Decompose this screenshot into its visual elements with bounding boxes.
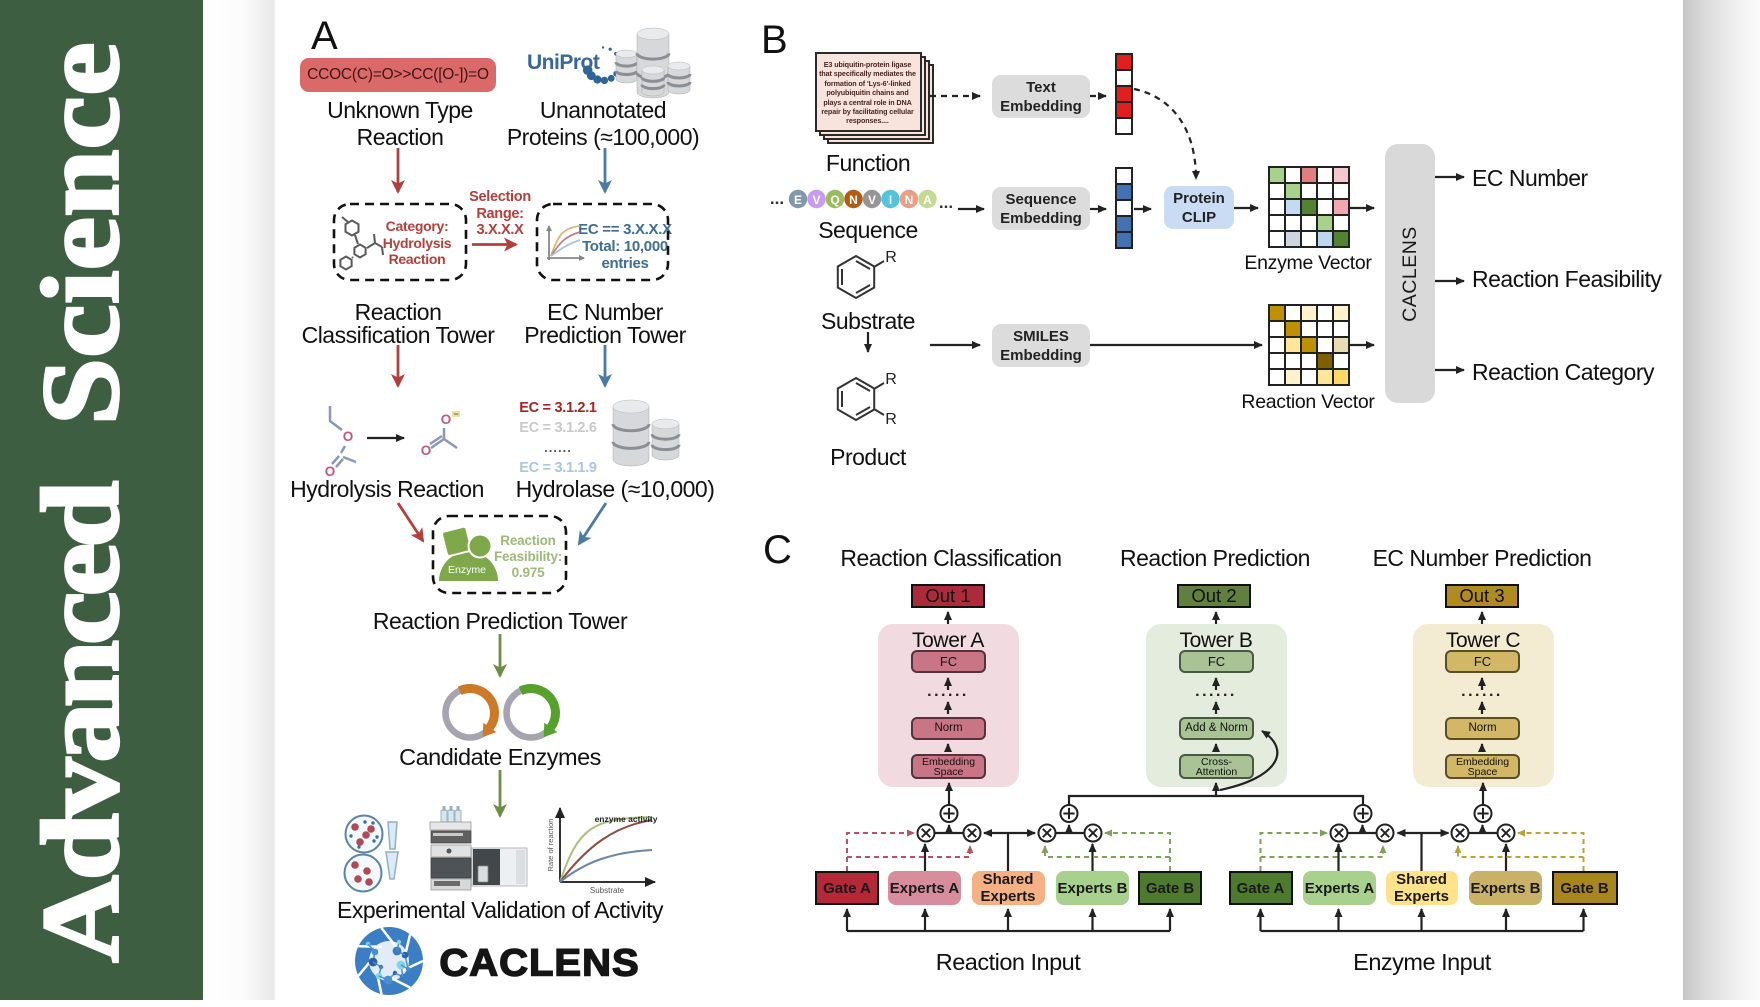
svg-text:E: E bbox=[794, 193, 802, 207]
svg-text:N: N bbox=[905, 193, 914, 207]
svg-text:V: V bbox=[868, 193, 876, 207]
svg-text:N: N bbox=[849, 193, 858, 207]
svg-text:V: V bbox=[812, 193, 820, 207]
svg-text:I: I bbox=[889, 193, 892, 207]
svg-text:...: ... bbox=[770, 189, 784, 208]
svg-text:−: − bbox=[453, 409, 458, 419]
svg-text:Rate of reaction: Rate of reaction bbox=[546, 819, 555, 872]
svg-text:O: O bbox=[421, 443, 432, 458]
svg-text:O: O bbox=[441, 412, 452, 427]
svg-text:enzyme activity: enzyme activity bbox=[595, 814, 658, 824]
svg-text:Q: Q bbox=[830, 193, 839, 207]
svg-text:R: R bbox=[885, 411, 897, 428]
svg-text:UniProt: UniProt bbox=[527, 51, 600, 74]
svg-text:...: ... bbox=[939, 193, 953, 212]
svg-text:R: R bbox=[885, 371, 897, 388]
svg-text:A: A bbox=[923, 193, 932, 207]
svg-text:O: O bbox=[343, 429, 354, 444]
svg-text:Substrate: Substrate bbox=[590, 886, 625, 895]
svg-text:R: R bbox=[885, 249, 897, 266]
